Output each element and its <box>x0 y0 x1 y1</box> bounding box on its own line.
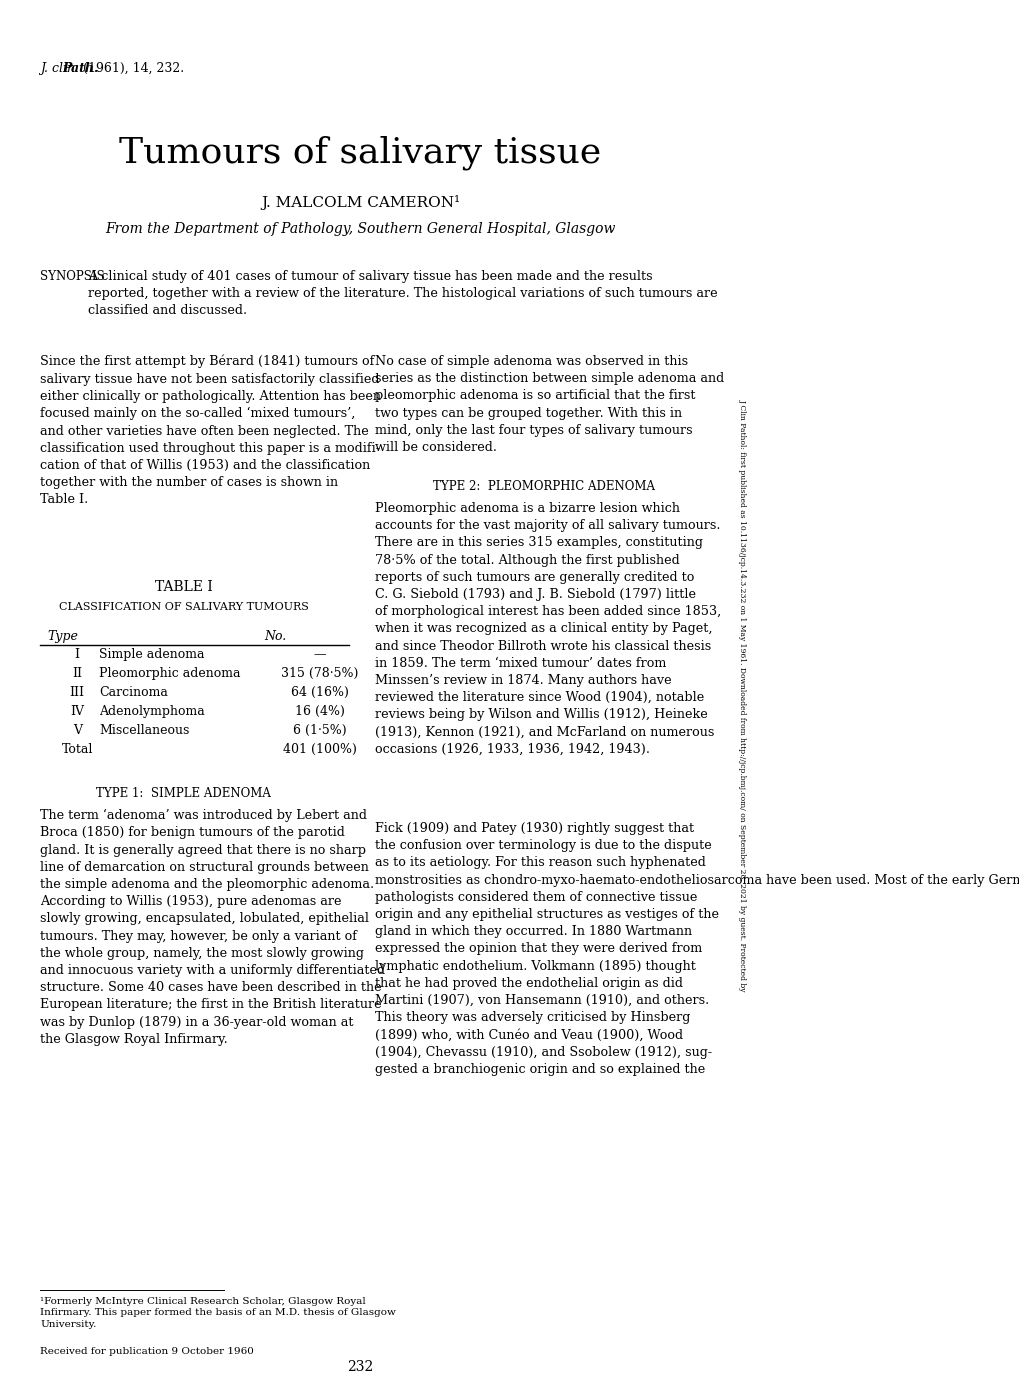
Text: J. MALCOLM CAMERON¹: J. MALCOLM CAMERON¹ <box>261 194 460 210</box>
Text: Pleomorphic adenoma: Pleomorphic adenoma <box>99 667 240 681</box>
Text: Simple adenoma: Simple adenoma <box>99 649 205 661</box>
Text: Total: Total <box>61 743 93 756</box>
Text: TABLE I: TABLE I <box>155 581 213 594</box>
Text: No case of simple adenoma was observed in this
series as the distinction between: No case of simple adenoma was observed i… <box>375 356 723 454</box>
Text: Since the first attempt by Bérard (1841) tumours of
salivary tissue have not bee: Since the first attempt by Bérard (1841)… <box>41 356 381 507</box>
Text: 64 (16%): 64 (16%) <box>290 686 348 699</box>
Text: J. clin: J. clin <box>41 63 79 75</box>
Text: Carcinoma: Carcinoma <box>99 686 168 699</box>
Text: 16 (4%): 16 (4%) <box>294 706 344 718</box>
Text: CLASSIFICATION OF SALIVARY TUMOURS: CLASSIFICATION OF SALIVARY TUMOURS <box>59 601 309 613</box>
Text: IV: IV <box>70 706 85 718</box>
Text: Type: Type <box>48 631 78 643</box>
Text: J Clin Pathol: first published as 10.1136/jcp.14.3.232 on 1 May 1961. Downloaded: J Clin Pathol: first published as 10.113… <box>738 399 746 992</box>
Text: 6 (1·5%): 6 (1·5%) <box>292 724 346 738</box>
Text: From the Department of Pathology, Southern General Hospital, Glasgow: From the Department of Pathology, Southe… <box>105 222 614 236</box>
Text: II: II <box>72 667 83 681</box>
Text: The term ‘adenoma’ was introduced by Lebert and
Broca (1850) for benign tumours : The term ‘adenoma’ was introduced by Leb… <box>41 808 385 1046</box>
Text: TYPE 2:  PLEOMORPHIC ADENOMA: TYPE 2: PLEOMORPHIC ADENOMA <box>433 481 654 493</box>
Text: (1961), 14, 232.: (1961), 14, 232. <box>78 63 183 75</box>
Text: III: III <box>69 686 85 699</box>
Text: ¹Formerly McIntyre Clinical Research Scholar, Glasgow Royal
Infirmary. This pape: ¹Formerly McIntyre Clinical Research Sch… <box>41 1297 396 1329</box>
Text: Miscellaneous: Miscellaneous <box>99 724 190 738</box>
Text: —: — <box>314 649 326 661</box>
Text: A clinical study of 401 cases of tumour of salivary tissue has been made and the: A clinical study of 401 cases of tumour … <box>89 269 717 317</box>
Text: Path.: Path. <box>62 63 99 75</box>
Text: 401 (100%): 401 (100%) <box>282 743 357 756</box>
Text: SYNOPSIS: SYNOPSIS <box>41 269 105 283</box>
Text: Fick (1909) and Patey (1930) rightly suggest that
the confusion over terminology: Fick (1909) and Patey (1930) rightly sug… <box>375 822 1019 1076</box>
Text: V: V <box>72 724 82 738</box>
Text: I: I <box>74 649 79 661</box>
Text: Tumours of salivary tissue: Tumours of salivary tissue <box>119 135 601 169</box>
Text: 232: 232 <box>346 1360 373 1374</box>
Text: TYPE 1:  SIMPLE ADENOMA: TYPE 1: SIMPLE ADENOMA <box>97 788 271 800</box>
Text: 315 (78·5%): 315 (78·5%) <box>281 667 359 681</box>
Text: Pleomorphic adenoma is a bizarre lesion which
accounts for the vast majority of : Pleomorphic adenoma is a bizarre lesion … <box>375 501 720 756</box>
Text: Received for publication 9 October 1960: Received for publication 9 October 1960 <box>41 1347 254 1356</box>
Text: Adenolymphoma: Adenolymphoma <box>99 706 205 718</box>
Text: No.: No. <box>264 631 286 643</box>
